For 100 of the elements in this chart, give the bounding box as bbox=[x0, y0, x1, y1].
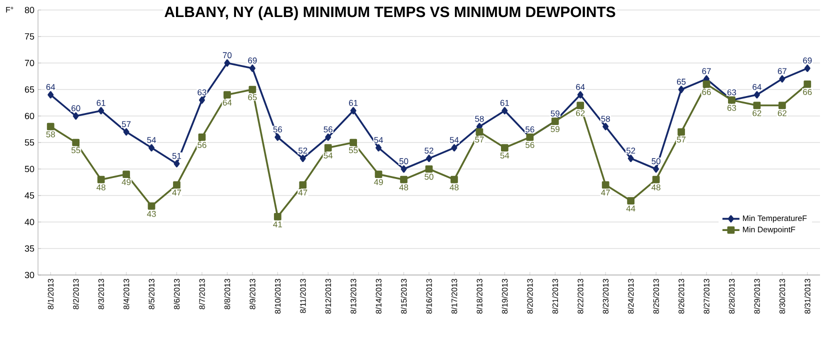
data-label: 64 bbox=[222, 100, 232, 106]
point bbox=[425, 165, 433, 173]
data-label: 69 bbox=[248, 58, 257, 64]
point bbox=[97, 176, 105, 184]
data-label: 65 bbox=[676, 78, 686, 85]
point bbox=[652, 176, 660, 184]
point bbox=[148, 202, 156, 210]
data-label: 50 bbox=[399, 158, 408, 164]
point bbox=[48, 91, 54, 98]
point bbox=[248, 86, 256, 94]
data-label: 54 bbox=[450, 137, 459, 144]
data-label: 47 bbox=[298, 190, 308, 196]
point bbox=[804, 64, 810, 72]
data-label: 41 bbox=[273, 221, 282, 228]
data-label: 47 bbox=[172, 190, 182, 196]
data-label: 44 bbox=[626, 206, 636, 212]
data-label: 60 bbox=[72, 105, 80, 112]
data-label: 52 bbox=[424, 148, 434, 154]
point bbox=[577, 91, 584, 98]
point bbox=[502, 107, 508, 114]
data-label: 47 bbox=[601, 190, 610, 196]
data-label: 67 bbox=[702, 68, 711, 74]
data-label: 48 bbox=[399, 184, 408, 190]
y-tick-label: 45 bbox=[24, 192, 34, 199]
point bbox=[778, 102, 786, 110]
data-label: 64 bbox=[752, 84, 762, 90]
data-label: 56 bbox=[324, 126, 332, 132]
data-label: 61 bbox=[349, 100, 358, 106]
point bbox=[602, 122, 609, 130]
data-label: 65 bbox=[248, 94, 257, 100]
data-label: 48 bbox=[652, 184, 660, 190]
data-label: 48 bbox=[450, 184, 459, 190]
data-label: 69 bbox=[803, 58, 812, 64]
point bbox=[72, 138, 80, 146]
point bbox=[628, 154, 634, 162]
point bbox=[46, 122, 54, 130]
point bbox=[174, 160, 180, 168]
point bbox=[123, 128, 130, 136]
data-label: 51 bbox=[172, 153, 182, 159]
data-label: 50 bbox=[424, 174, 434, 180]
point bbox=[324, 144, 332, 152]
data-label: 57 bbox=[122, 121, 131, 128]
point bbox=[350, 138, 358, 146]
y-tick-label: 80 bbox=[24, 6, 34, 14]
point bbox=[702, 80, 710, 88]
point bbox=[148, 144, 155, 152]
data-label: 58 bbox=[475, 116, 484, 122]
data-label: 48 bbox=[96, 184, 106, 190]
data-label: 66 bbox=[702, 88, 711, 95]
y-tick-label: 30 bbox=[24, 272, 34, 278]
point bbox=[224, 91, 231, 98]
y-tick-label: 50 bbox=[24, 166, 34, 172]
point bbox=[224, 59, 230, 67]
data-label: 64 bbox=[46, 84, 56, 90]
data-label: 52 bbox=[626, 148, 636, 154]
data-label: 54 bbox=[147, 137, 156, 144]
point bbox=[300, 154, 306, 162]
data-label: 54 bbox=[324, 152, 333, 158]
point bbox=[122, 170, 130, 178]
point bbox=[450, 176, 458, 184]
data-label: 58 bbox=[601, 116, 610, 122]
point bbox=[627, 197, 634, 204]
data-label: 63 bbox=[727, 104, 736, 111]
point bbox=[426, 154, 432, 162]
data-label: 49 bbox=[122, 179, 131, 186]
point bbox=[325, 134, 332, 141]
chart-title: ALBANY, NY (ALB) MINIMUM TEMPS VS MINIMUM DEWPOINTS bbox=[164, 6, 616, 20]
data-label: 66 bbox=[803, 88, 812, 95]
y-tick-label: 70 bbox=[24, 60, 34, 66]
data-label: 62 bbox=[752, 110, 762, 116]
y-tick-label: 65 bbox=[24, 86, 34, 93]
data-label: 63 bbox=[727, 89, 736, 96]
data-label: 49 bbox=[374, 179, 383, 186]
point bbox=[779, 75, 786, 83]
data-label: 56 bbox=[273, 126, 282, 132]
point bbox=[678, 86, 684, 94]
point bbox=[753, 102, 761, 110]
data-label: 70 bbox=[222, 52, 232, 58]
data-label: 61 bbox=[96, 100, 106, 106]
point bbox=[451, 144, 458, 152]
y-tick-label: 75 bbox=[24, 33, 34, 40]
y-tick-label: 35 bbox=[24, 245, 34, 252]
point bbox=[500, 144, 508, 152]
data-label: 64 bbox=[576, 84, 585, 90]
point bbox=[576, 102, 584, 110]
point bbox=[376, 144, 382, 152]
data-label: 54 bbox=[500, 152, 510, 158]
point bbox=[400, 165, 407, 173]
data-label: 57 bbox=[475, 136, 484, 143]
point bbox=[653, 165, 660, 173]
point bbox=[754, 91, 760, 98]
data-label: 59 bbox=[550, 110, 560, 117]
data-label: 56 bbox=[526, 142, 534, 148]
point bbox=[249, 64, 256, 72]
data-label: 50 bbox=[652, 158, 660, 164]
data-label: 52 bbox=[298, 148, 308, 154]
data-label: 55 bbox=[348, 147, 358, 154]
data-label: 57 bbox=[676, 136, 686, 143]
point bbox=[299, 181, 307, 189]
y-tick-label: 60 bbox=[24, 112, 34, 120]
